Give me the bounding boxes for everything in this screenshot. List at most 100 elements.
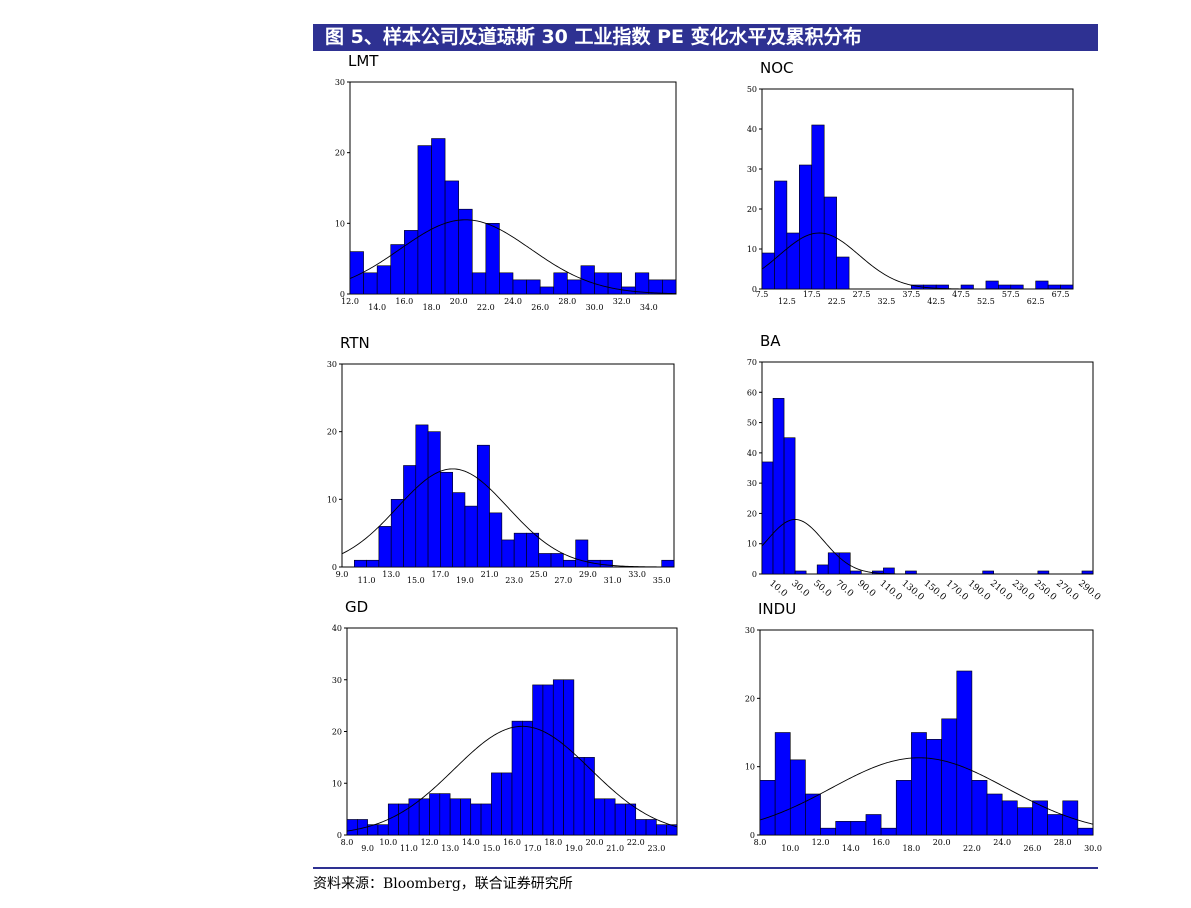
histogram-bar [449,798,461,836]
histogram-bar [538,553,552,568]
x-tick-label: 11.0 [400,844,418,853]
histogram-bar [480,803,492,836]
histogram-bar [774,732,791,836]
histogram-bar [614,803,626,836]
y-tick-label: 50 [747,85,757,94]
histogram-bar [511,720,523,836]
histogram-bar [583,757,595,836]
histogram-bar [353,559,367,568]
x-tick-label: 20.0 [586,838,604,847]
histogram-bar [363,272,378,295]
histogram-bar [499,272,514,295]
y-tick-label: 10 [745,763,755,772]
histogram-bar [607,272,622,295]
histogram-bar [774,180,788,290]
x-tick-label: 29.0 [579,570,597,579]
histogram-bar [513,532,527,568]
histogram-bar [880,827,897,836]
histogram-bar [501,539,515,568]
histogram-bar [761,252,775,290]
y-tick-label: 40 [747,125,757,134]
histogram-bar [1077,827,1094,836]
chart-gd: GD 0 10 20 30 40 8.0 10.0 12.0 14.0 16.0 18.0 20.0 22… [332,598,678,853]
x-tick-label: 62.5 [1027,297,1045,306]
x-tick-label: 17.0 [431,570,449,579]
histogram-bar [883,567,895,575]
histogram-bar [542,684,554,836]
x-tick-label: 30.0 [1084,844,1102,853]
plot-area [761,361,1094,575]
histogram-bar [816,564,829,575]
x-tick-label: 18.0 [423,303,441,312]
x-tick-label: 20.0 [933,838,951,847]
histogram-bar [464,505,478,568]
histogram-bar [427,431,441,568]
y-tick-label: 10 [327,495,337,504]
histogram-bar [573,757,585,836]
x-tick-label: 20.0 [450,297,468,306]
histogram-bar [956,670,973,836]
histogram-bar [838,552,851,575]
y-tick-label: 20 [745,694,755,703]
x-tick-label: 14.0 [368,303,386,312]
histogram-bar [580,265,595,295]
histogram-bar [417,145,432,295]
histogram-bar [378,526,392,568]
chart-lmt: LMT 0 10 20 30 12.0 16.0 20.0 24.0 28.0 32.0 14.0 18… [335,52,677,312]
x-tick-label: 12.5 [778,297,796,306]
y-tick-label: 20 [327,428,337,437]
x-tick-label: 12.0 [421,838,439,847]
x-tick-label: 16.0 [395,297,413,306]
histogram-bar [648,279,663,295]
histogram-bar [575,539,589,568]
x-tick-label: 17.5 [803,290,821,299]
histogram-bar [390,244,405,295]
x-tick-label: 32.0 [613,297,631,306]
histogram-bar [431,138,446,295]
histogram-bar [476,444,490,568]
x-tick-label: 30.0 [586,303,604,312]
histogram-bar [1047,814,1064,836]
x-tick-label: 22.0 [477,303,495,312]
normal-curve [341,468,675,568]
histogram-bar [539,286,555,295]
normal-curve [759,757,1094,825]
histogram-bar [1010,284,1024,290]
histogram-bar [783,437,796,575]
y-tick-label: 20 [747,205,757,214]
histogram-bar [634,272,650,295]
x-tick-label: 34.0 [640,303,658,312]
chart-title: BA [760,332,781,350]
x-tick-label: 8.0 [341,838,354,847]
histogram-bar [998,284,1012,290]
histogram-bar [346,819,358,836]
x-tick-label: 22.5 [828,297,846,306]
y-tick-label: 0 [752,285,757,294]
x-tick-label: 19.0 [565,844,583,853]
y-tick-label: 0 [337,831,342,840]
histogram-bar [911,732,927,836]
histogram-bar [661,559,675,568]
x-tick-label: 25.0 [530,570,548,579]
x-tick-label: 33.0 [628,570,646,579]
histogram-bar [377,824,389,836]
histogram-bar [1017,807,1033,836]
histogram-bar [662,279,677,295]
histogram-bar [850,821,867,836]
histogram-bar [941,718,958,836]
histogram-bar [532,684,544,836]
histogram-bar [1032,800,1048,836]
histogram-bar [865,814,882,836]
histogram-bar [366,559,380,568]
y-tick-label: 0 [332,563,337,572]
histogram-bar [567,279,582,295]
histogram-bar [376,265,392,295]
histogram-bar [986,793,1003,836]
x-tick-label: 22.0 [627,838,645,847]
histogram-bar [1037,570,1050,575]
x-tick-label: 21.0 [481,570,499,579]
x-tick-label: 11.0 [358,576,376,585]
y-tick-label: 50 [747,419,757,428]
x-tick-label: 26.0 [1024,844,1042,853]
histogram-bar [485,223,500,295]
